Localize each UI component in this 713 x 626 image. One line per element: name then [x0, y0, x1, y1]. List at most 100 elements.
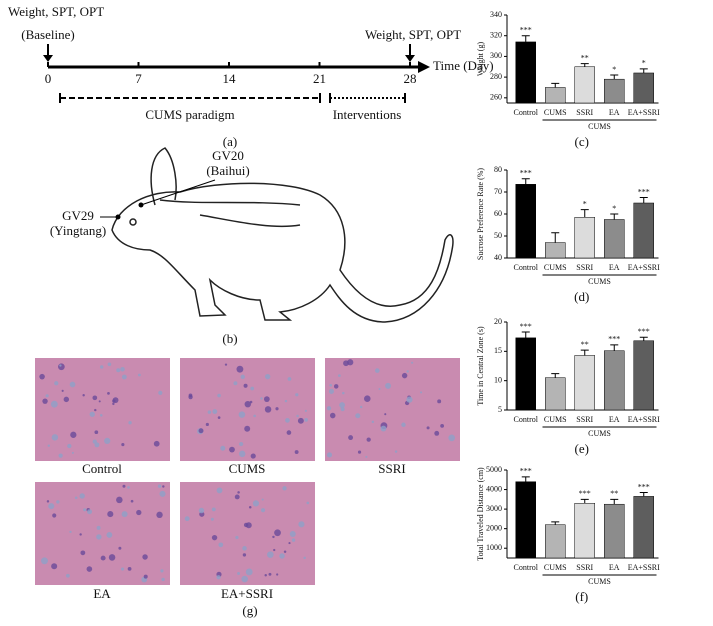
x-tick-label: CUMS [544, 415, 567, 424]
acupoint-label: GV29 [62, 208, 94, 223]
panel-label: (c) [575, 134, 589, 149]
cell [82, 394, 85, 397]
start-note: (Baseline) [21, 27, 74, 42]
cell [127, 486, 130, 489]
significance: *** [520, 169, 532, 178]
bar [633, 202, 654, 259]
cell [120, 367, 125, 372]
x-tick-label: SSRI [576, 415, 593, 424]
cell [94, 408, 97, 412]
cell [275, 407, 279, 411]
x-tick-label: SSRI [576, 108, 593, 117]
acupoint-name: (Baihui) [206, 163, 249, 178]
bar [545, 377, 566, 411]
cell [329, 412, 336, 419]
cell [298, 521, 305, 528]
x-tick-label: Control [514, 263, 539, 272]
cell [434, 430, 440, 436]
cell [70, 431, 77, 438]
cell [264, 373, 271, 380]
cell [287, 377, 292, 381]
x-tick-label: EA+SSRI [628, 563, 660, 572]
cell [112, 402, 115, 406]
cell [96, 534, 102, 540]
y-tick-label: 20 [494, 317, 502, 326]
cell [211, 534, 218, 541]
cell [121, 443, 125, 447]
group-label: CUMS [588, 577, 611, 586]
cell [104, 437, 111, 445]
cell [284, 399, 288, 403]
cell [216, 487, 223, 494]
cell [217, 416, 221, 419]
error-bar [521, 178, 530, 185]
cell [61, 389, 64, 392]
cell [261, 498, 264, 501]
cell [329, 384, 333, 387]
cell [248, 505, 252, 509]
y-axis-title: Time in Central Zone (s) [476, 326, 485, 406]
group-label: CUMS [588, 429, 611, 438]
cell [224, 363, 228, 366]
phase-label: CUMS paradigm [145, 107, 234, 122]
error-bar [610, 213, 619, 220]
group-label: CUMS [588, 122, 611, 131]
cell [156, 511, 163, 519]
group-label: CUMS [588, 277, 611, 286]
cell [160, 569, 164, 573]
x-tick-label: EA [609, 108, 620, 117]
cell [267, 551, 274, 558]
y-tick-label: 4000 [486, 484, 502, 493]
tick-label: 21 [313, 71, 326, 86]
cell [240, 374, 245, 380]
micrograph-label: EA+SSRI [221, 586, 273, 601]
cell [89, 411, 95, 417]
cell [99, 413, 103, 417]
cell [79, 533, 82, 536]
y-axis-title: Sucrose Preference Rate (%) [476, 168, 485, 261]
cell [273, 548, 276, 552]
significance: *** [520, 467, 532, 476]
cell [143, 574, 148, 579]
cell [188, 393, 193, 398]
tick-label: 14 [223, 71, 237, 86]
cell [378, 387, 381, 390]
cell [158, 390, 163, 395]
cell [244, 400, 251, 408]
significance: *** [638, 187, 650, 196]
y-tick-label: 300 [490, 51, 502, 60]
cell [406, 396, 413, 403]
cell [96, 525, 101, 530]
cell [260, 508, 266, 513]
x-tick-label: EA+SSRI [628, 108, 660, 117]
y-tick-label: 3000 [486, 504, 502, 513]
significance: * [612, 204, 616, 213]
significance: * [583, 199, 587, 208]
cell [394, 450, 398, 453]
error-bar [639, 197, 648, 203]
panel-label: (e) [575, 441, 589, 456]
cell [58, 453, 63, 458]
bar [545, 242, 566, 259]
significance: ** [610, 489, 618, 498]
arrow-head [43, 55, 53, 62]
cell [65, 573, 70, 578]
cell [366, 437, 371, 442]
cell [83, 508, 87, 512]
cell [52, 513, 57, 518]
significance: *** [520, 322, 532, 331]
significance: *** [520, 26, 532, 35]
cell [239, 450, 246, 458]
cell [291, 538, 296, 542]
cell [296, 414, 299, 418]
cell [295, 393, 299, 397]
y-tick-label: 2000 [486, 523, 502, 532]
y-tick-label: 5000 [486, 465, 502, 474]
error-bar [551, 82, 560, 88]
cell [355, 413, 361, 419]
error-bar [551, 521, 560, 525]
cell [359, 405, 363, 409]
cell [51, 434, 59, 441]
cell [161, 577, 165, 582]
